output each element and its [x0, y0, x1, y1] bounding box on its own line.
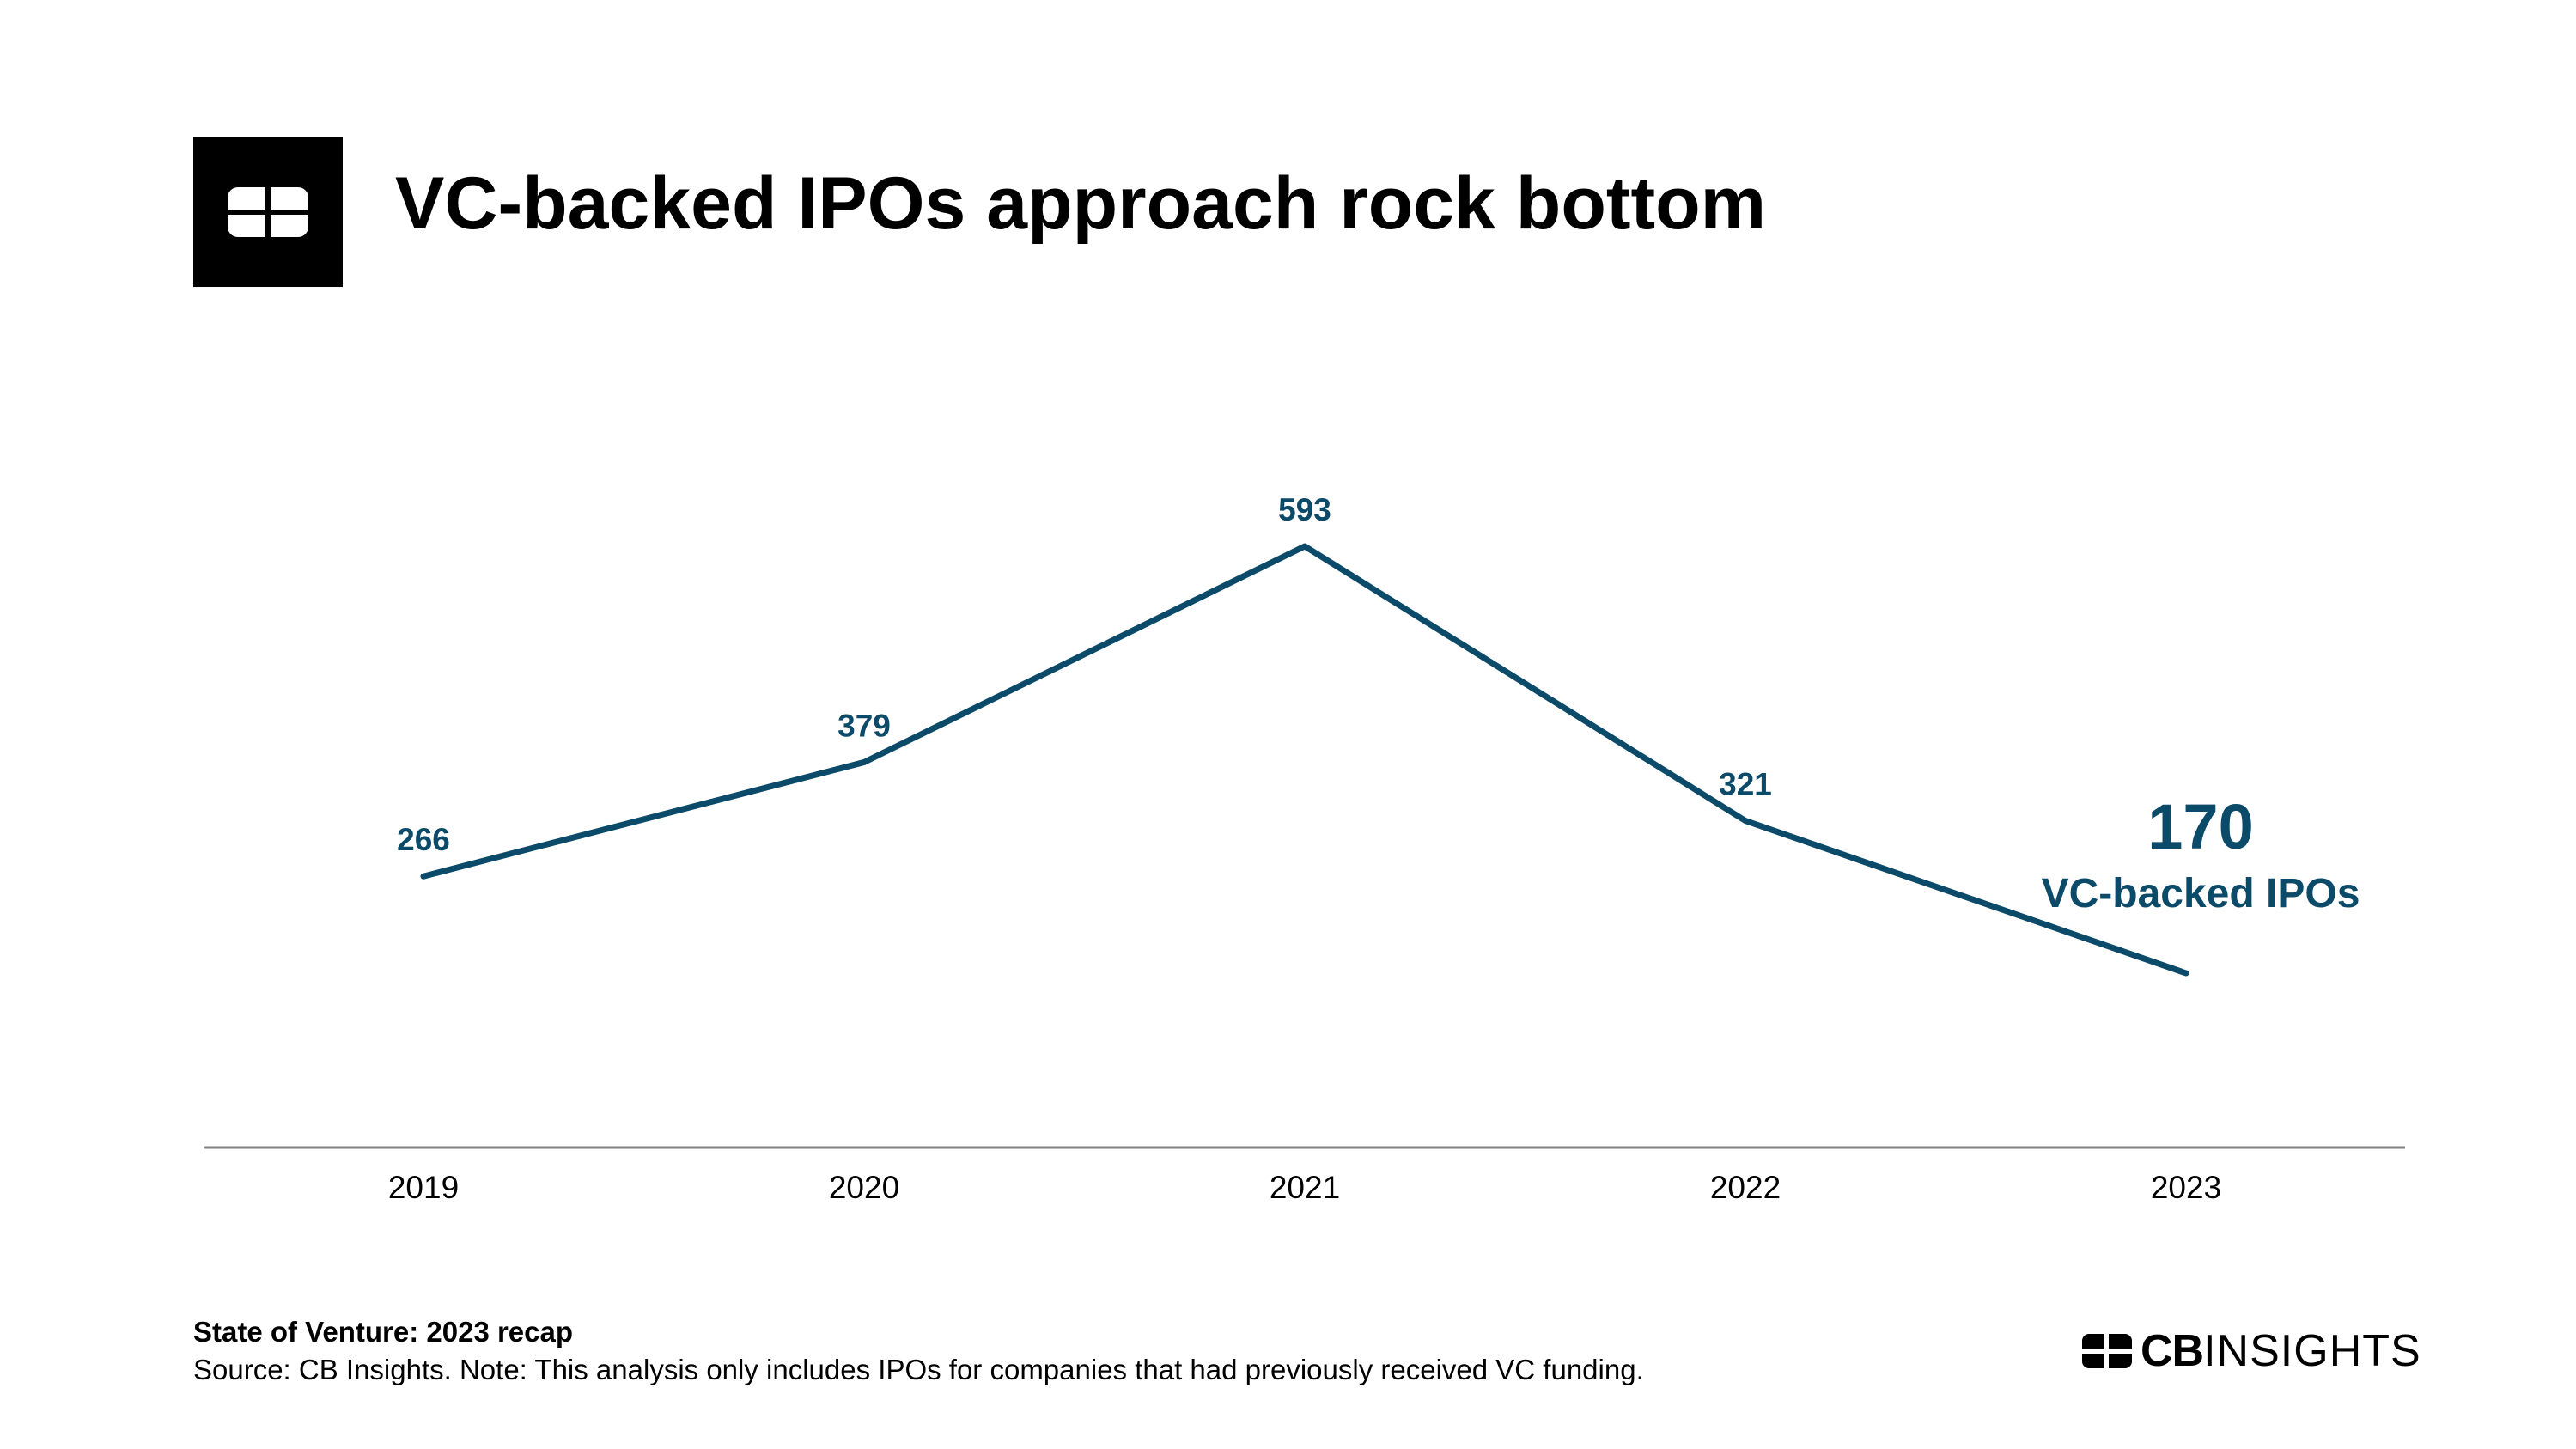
callout-label: VC-backed IPOs [2042, 871, 2360, 916]
x-tick-label: 2022 [1710, 1170, 1781, 1205]
data-label: 321 [1719, 767, 1772, 802]
x-tick-label: 2021 [1270, 1170, 1340, 1205]
page-title: VC-backed IPOs approach rock bottom [395, 162, 1767, 245]
x-tick-label: 2020 [829, 1170, 899, 1205]
x-tick-label: 2023 [2151, 1170, 2221, 1205]
brand-insights-text: INSIGHTS [2203, 1326, 2421, 1376]
brand-cb-text: CB [2141, 1326, 2204, 1376]
source-note: Source: CB Insights. Note: This analysis… [193, 1354, 1644, 1385]
cb-insights-logo: CB INSIGHTS [2082, 1326, 2421, 1376]
data-label: 593 [1278, 492, 1331, 527]
callout-value: 170 [2147, 791, 2253, 862]
series-line [420, 543, 2189, 977]
x-tick-label: 2019 [388, 1170, 459, 1205]
cb-logo-icon [228, 187, 308, 237]
data-label: 379 [837, 708, 891, 743]
report-name: State of Venture: 2023 recap [193, 1316, 574, 1348]
cb-brand-icon [2082, 1334, 2132, 1368]
data-label: 266 [397, 822, 450, 857]
cb-logo-badge [193, 137, 343, 287]
